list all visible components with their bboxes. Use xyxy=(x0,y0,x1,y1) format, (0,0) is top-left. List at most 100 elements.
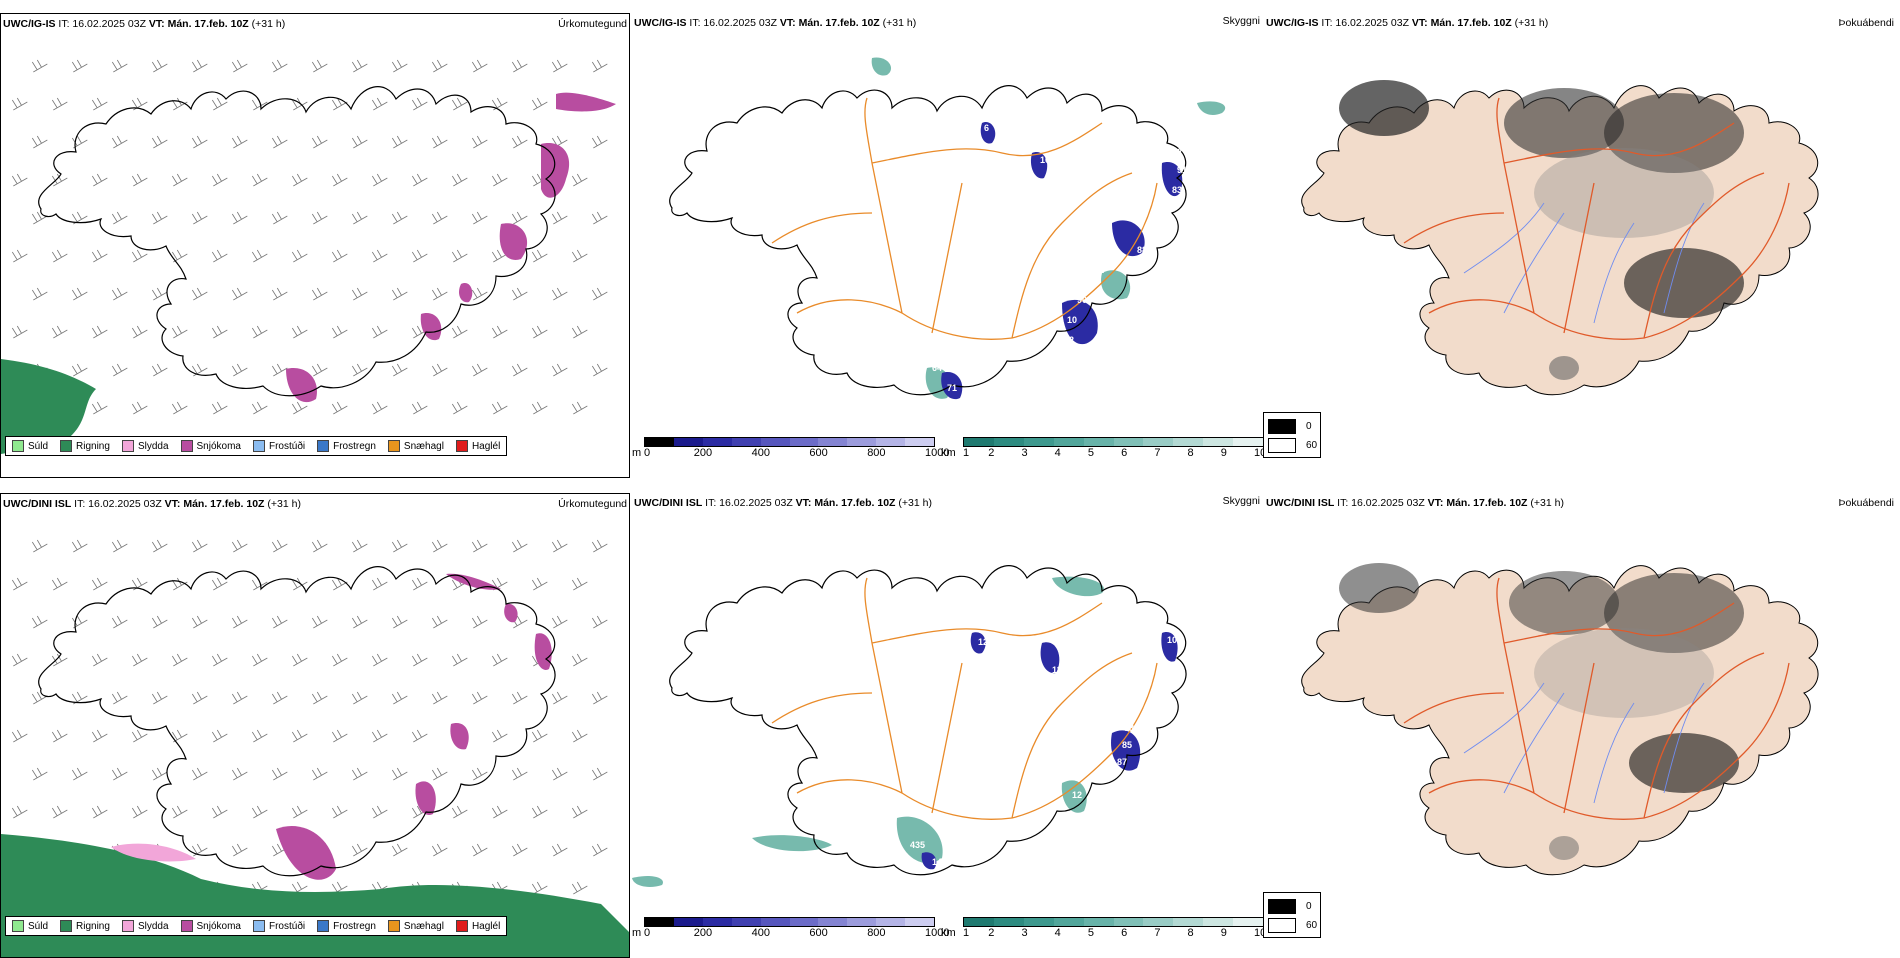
wind-barb xyxy=(371,401,388,415)
visibility-value-label: 10 xyxy=(1167,635,1177,645)
wind-barb xyxy=(351,615,368,629)
wind-barb xyxy=(371,653,388,667)
wind-barb xyxy=(591,691,608,705)
colorbar-tick-label: 9 xyxy=(1220,927,1227,939)
wind-barb xyxy=(351,539,368,553)
visibility-value-label: 90 xyxy=(1077,295,1087,305)
wind-barb xyxy=(131,97,148,111)
visibility-value-label: 12 xyxy=(1072,790,1082,800)
wind-barb xyxy=(231,287,248,301)
colorbar-tick-label: 5 xyxy=(1087,927,1094,939)
wind-barb xyxy=(291,653,308,667)
legend-label: Rigning xyxy=(76,920,110,932)
wind-barb xyxy=(91,173,108,187)
legend-label: Rigning xyxy=(76,440,110,452)
visibility-value-label: 50 xyxy=(1102,225,1112,235)
wind-barb xyxy=(271,287,288,301)
colorbar-tick-label: 400 xyxy=(751,927,770,939)
wind-barb xyxy=(571,653,588,667)
wind-barb xyxy=(131,729,148,743)
panel-header: UWC/DINI ISL IT: 16.02.2025 03Z VT: Mán.… xyxy=(634,497,932,509)
wind-barb xyxy=(191,615,208,629)
wind-barb xyxy=(451,325,468,339)
legend-label: Slydda xyxy=(137,920,169,932)
wind-barb xyxy=(311,211,328,225)
wind-barb xyxy=(351,287,368,301)
wind-barb xyxy=(211,729,228,743)
wind-barb xyxy=(431,539,448,553)
visibility-value-label: 5 xyxy=(1172,660,1177,670)
wind-barb xyxy=(211,173,228,187)
wind-barb xyxy=(271,211,288,225)
wind-barb xyxy=(191,211,208,225)
colorbar-tick-label: 6 xyxy=(1121,447,1128,459)
wind-barb xyxy=(551,211,568,225)
visibility-value-label: 10 xyxy=(1040,155,1050,165)
wind-barb xyxy=(411,401,428,415)
wind-barb xyxy=(531,805,548,819)
wind-barb xyxy=(311,59,328,73)
legend-item: Súld xyxy=(12,920,48,932)
wind-barb xyxy=(271,767,288,781)
snow-areas xyxy=(286,92,616,403)
legend-item: Slydda xyxy=(121,440,169,452)
wind-barb xyxy=(131,653,148,667)
wind-barb xyxy=(331,97,348,111)
wind-barb xyxy=(111,287,128,301)
colorbar-tick-label: 2 xyxy=(988,447,995,459)
wind-barb xyxy=(11,173,28,187)
wind-barb xyxy=(531,97,548,111)
wind-barb xyxy=(91,653,108,667)
wind-barb xyxy=(571,881,588,895)
visibility-value-label: 55 xyxy=(1050,195,1060,205)
wind-barb xyxy=(511,211,528,225)
wind-barb xyxy=(251,653,268,667)
legend-swatch xyxy=(317,920,330,932)
colorbar-strip xyxy=(963,437,1264,447)
wind-barb xyxy=(371,805,388,819)
legend-label: Snæhagl xyxy=(403,440,444,452)
wind-barb xyxy=(151,767,168,781)
wind-barb xyxy=(471,135,488,149)
legend-item: Frostúði xyxy=(252,920,305,932)
wind-barb xyxy=(211,97,228,111)
wind-barb xyxy=(111,135,128,149)
wind-barb xyxy=(231,843,248,857)
wind-barb xyxy=(251,805,268,819)
wind-barb xyxy=(231,59,248,73)
wind-barb xyxy=(371,173,388,187)
colorbar-tick-label: 2 xyxy=(988,927,995,939)
wind-barb xyxy=(331,577,348,591)
wind-barb xyxy=(91,97,108,111)
wind-barb xyxy=(471,539,488,553)
wind-barb xyxy=(191,539,208,553)
wind-barb xyxy=(51,173,68,187)
wind-barb xyxy=(431,767,448,781)
wind-barb xyxy=(151,691,168,705)
wind-barb xyxy=(191,691,208,705)
panel-title: Þokuábendi xyxy=(1838,17,1894,29)
legend-swatch xyxy=(180,920,193,932)
wind-barb xyxy=(131,577,148,591)
roads xyxy=(771,97,1158,340)
wind-barb xyxy=(471,767,488,781)
wind-barb xyxy=(211,401,228,415)
wind-barb xyxy=(291,173,308,187)
legend-swatch xyxy=(455,440,468,452)
wind-barb xyxy=(251,173,268,187)
roads xyxy=(771,577,1158,820)
precip-type-panel-bottom: UWC/DINI ISL IT: 16.02.2025 03Z VT: Mán.… xyxy=(0,493,630,958)
wind-barb xyxy=(171,653,188,667)
wind-barb xyxy=(311,363,328,377)
wind-barb xyxy=(531,729,548,743)
visibility-value-label: 21 xyxy=(1094,265,1104,275)
wind-barb xyxy=(111,539,128,553)
wind-barb xyxy=(111,767,128,781)
wind-barb xyxy=(551,843,568,857)
wind-barb xyxy=(11,325,28,339)
colorbar-tick-label: 1000 xyxy=(925,447,950,459)
wind-barb xyxy=(531,249,548,263)
legend-swatch xyxy=(60,920,73,932)
legend-item: Slydda xyxy=(121,920,169,932)
precip-legend: Súld Rigning Slydda Snjókoma Frostúði Frostre… xyxy=(5,916,508,936)
